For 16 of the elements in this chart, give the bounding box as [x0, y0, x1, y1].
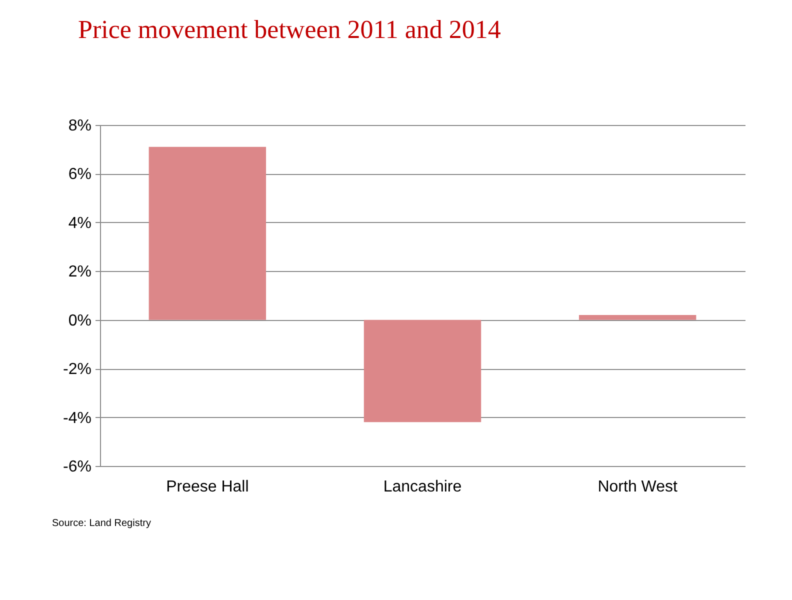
- source-note: Source: Land Registry: [52, 518, 151, 529]
- bar: [364, 320, 482, 422]
- y-tick-label: 8%: [68, 118, 92, 134]
- y-tick-label: 0%: [68, 312, 92, 330]
- y-tick-label: -2%: [63, 361, 92, 378]
- bar: [578, 314, 696, 320]
- y-tick-label: -6%: [63, 458, 92, 476]
- chart-title: Price movement between 2011 and 2014: [78, 15, 501, 44]
- y-tick-label: 4%: [68, 214, 92, 232]
- x-tick-label: Lancashire: [383, 478, 462, 496]
- y-tick-label: 6%: [68, 166, 92, 184]
- bar: [148, 146, 266, 320]
- y-tick-label: 2%: [68, 264, 92, 281]
- y-tick-label: -4%: [63, 410, 92, 427]
- x-tick-label: North West: [598, 478, 678, 496]
- x-tick-label: Preese Hall: [166, 478, 249, 496]
